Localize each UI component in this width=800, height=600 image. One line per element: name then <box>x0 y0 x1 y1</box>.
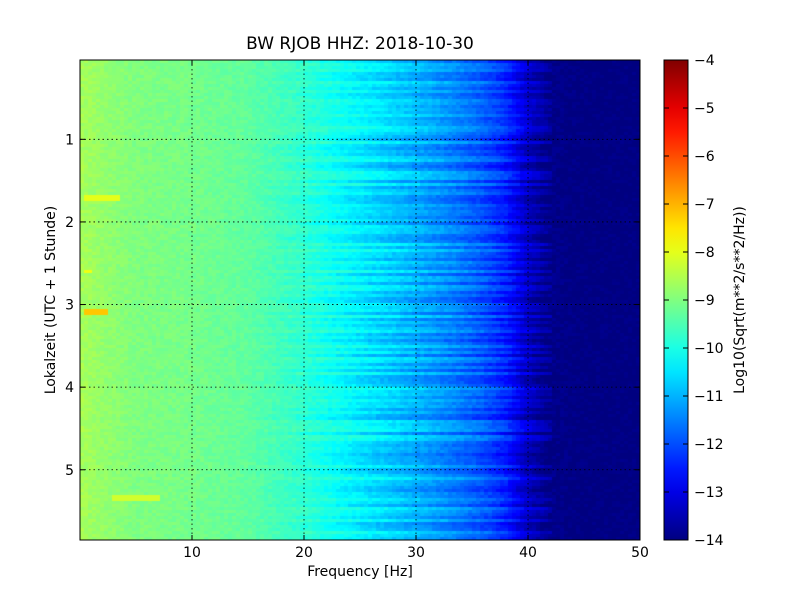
colorbar-tick-label: −8 <box>694 245 715 261</box>
chart-title: BW RJOB HHZ: 2018-10-30 <box>246 34 474 54</box>
y-tick-label: 1 <box>65 132 74 148</box>
colorbar-tick-label: −10 <box>694 341 724 357</box>
y-tick-label: 3 <box>65 298 74 314</box>
colorbar-tick-label: −12 <box>694 437 724 453</box>
colorbar-tick-label: −4 <box>694 53 715 69</box>
colorbar-tick-label: −11 <box>694 389 724 405</box>
x-tick-label: 40 <box>519 545 537 561</box>
y-axis-label: Lokalzeit (UTC + 1 Stunde) <box>43 206 59 395</box>
colorbar-tick-label: −9 <box>694 293 715 309</box>
x-axis-ticks: 10 20 30 40 50 <box>183 60 649 561</box>
colorbar-ticks: −4 −5 −6 −7 −8 −9 −10 −11 −12 −13 −14 <box>664 53 724 549</box>
y-tick-label: 4 <box>65 380 74 396</box>
colorbar-tick-label: −7 <box>694 197 715 213</box>
y-axis-ticks: 1 2 3 4 5 <box>65 132 640 479</box>
heatmap-image <box>80 60 640 540</box>
colorbar-tick-label: −5 <box>694 101 715 117</box>
x-tick-label: 20 <box>295 545 313 561</box>
x-tick-label: 30 <box>407 545 425 561</box>
colorbar-tick-label: −14 <box>694 533 724 549</box>
x-tick-label: 10 <box>183 545 201 561</box>
heatmap-plot-area <box>80 60 640 540</box>
colorbar-label: Log10(Sqrt(m**2/s**2/Hz)) <box>732 206 748 394</box>
colorbar-tick-label: −13 <box>694 485 724 501</box>
x-axis-label: Frequency [Hz] <box>307 564 413 580</box>
colorbar-tick-label: −6 <box>694 149 715 165</box>
grid-lines <box>80 60 640 540</box>
y-tick-label: 2 <box>65 215 74 231</box>
x-tick-label: 50 <box>631 545 649 561</box>
plot-frame <box>79 59 641 541</box>
y-tick-label: 5 <box>65 463 74 479</box>
